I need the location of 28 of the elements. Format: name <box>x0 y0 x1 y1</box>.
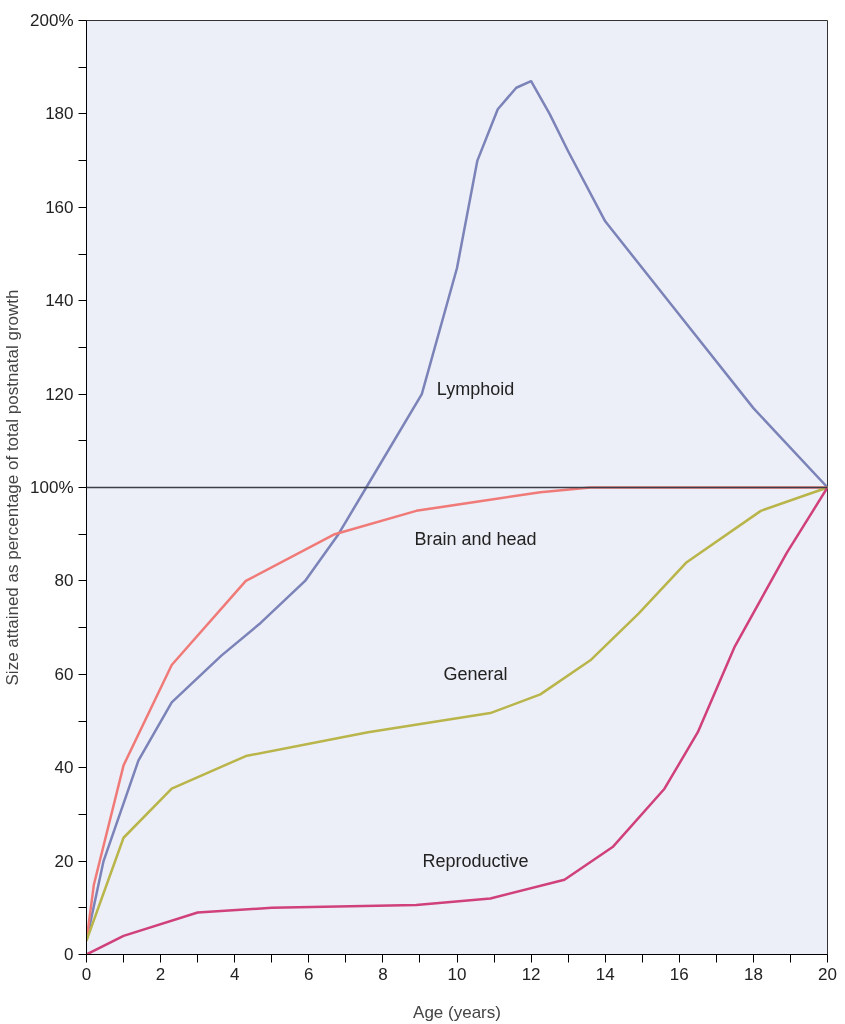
x-tick-label: 6 <box>304 964 314 984</box>
x-tick-label: 2 <box>155 964 166 984</box>
y-tick-label: 100% <box>30 478 74 497</box>
y-axis-title: Size attained as percentage of total postnatal growth <box>3 289 23 686</box>
y-tick-label: 120 <box>45 384 74 404</box>
y-tick-label: 40 <box>54 758 74 778</box>
y-tick-label: 200% <box>30 11 74 30</box>
y-tick-label: 20 <box>54 851 74 871</box>
x-tick-label: 20 <box>818 964 837 984</box>
x-tick-label: 8 <box>378 964 388 984</box>
x-tick-label: 0 <box>81 964 92 984</box>
x-tick-label: 14 <box>595 964 615 984</box>
x-tick-label: 10 <box>447 964 467 984</box>
y-tick-label: 180 <box>45 104 74 124</box>
x-tick-label: 4 <box>229 964 240 984</box>
y-tick-label: 0 <box>64 945 74 964</box>
x-axis-title: Age (years) <box>413 1002 501 1022</box>
series-label: Reproductive <box>422 851 529 872</box>
series-label: Brain and head <box>414 528 537 549</box>
y-tick-label: 160 <box>45 197 74 217</box>
x-tick-label: 12 <box>521 964 541 984</box>
x-tick-label: 16 <box>669 964 689 984</box>
series-label: Lymphoid <box>436 379 515 400</box>
series-label: General <box>443 664 508 685</box>
y-tick-label: 80 <box>54 571 74 591</box>
y-tick-label: 60 <box>54 664 74 684</box>
y-tick-label: 140 <box>45 291 74 311</box>
x-tick-label: 18 <box>743 964 763 984</box>
